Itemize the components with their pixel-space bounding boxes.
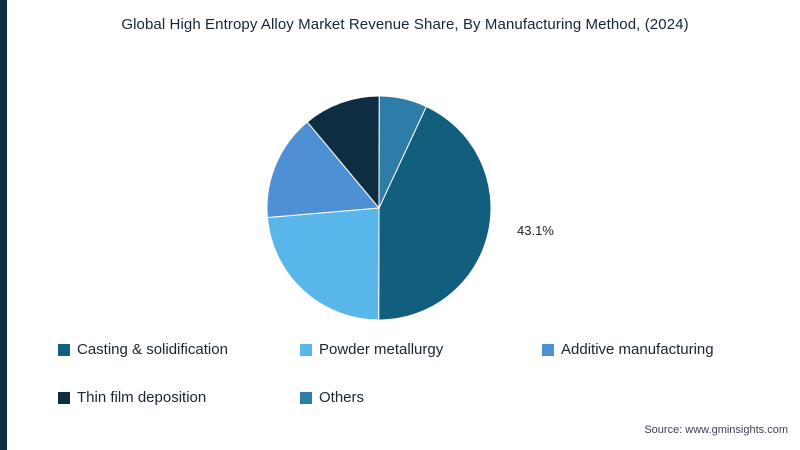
pie-slice-3 — [306, 95, 380, 210]
legend-item-thin-film: Thin film deposition — [58, 389, 300, 406]
legend-label-additive: Additive manufacturing — [561, 341, 714, 358]
chart-legend: Casting & solidification Powder metallur… — [58, 341, 762, 406]
pie-slice-4 — [378, 95, 427, 209]
pie-chart — [259, 88, 499, 328]
legend-marker-casting — [58, 343, 70, 356]
legend-item-additive: Additive manufacturing — [542, 341, 762, 358]
legend-marker-thin-film — [58, 391, 70, 404]
legend-label-casting: Casting & solidification — [77, 341, 228, 358]
pie-data-label: 43.1% — [517, 223, 554, 238]
source-credit: Source: www.gminsights.com — [644, 424, 788, 436]
legend-marker-powder — [300, 343, 312, 356]
left-accent-bar — [0, 0, 7, 450]
pie-slice-1 — [266, 207, 380, 321]
legend-marker-additive — [542, 343, 554, 356]
legend-item-casting: Casting & solidification — [58, 341, 300, 358]
legend-label-powder: Powder metallurgy — [319, 341, 444, 358]
legend-marker-others — [300, 391, 312, 404]
legend-label-others: Others — [319, 389, 365, 406]
legend-label-thin-film: Thin film deposition — [77, 389, 207, 406]
pie-slice-0 — [378, 105, 492, 321]
chart-title: Global High Entropy Alloy Market Revenue… — [121, 16, 689, 33]
pie-svg — [266, 95, 492, 321]
legend-item-powder: Powder metallurgy — [300, 341, 542, 358]
legend-item-others: Others — [300, 389, 542, 406]
pie-slice-2 — [266, 121, 380, 219]
